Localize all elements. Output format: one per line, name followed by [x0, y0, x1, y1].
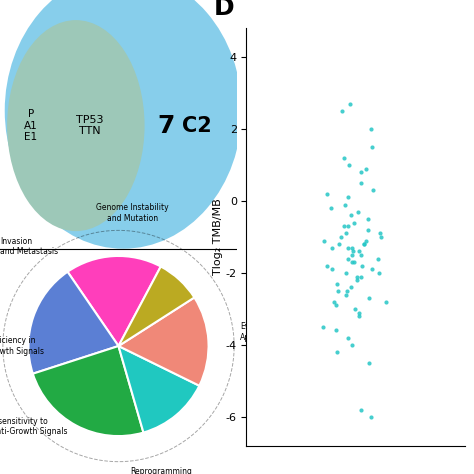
Point — [352, 305, 359, 313]
Point — [344, 194, 352, 201]
Point — [369, 186, 376, 194]
Point — [358, 262, 365, 270]
Wedge shape — [33, 346, 144, 436]
Point — [355, 208, 362, 216]
Text: P
A1
E1: P A1 E1 — [24, 109, 38, 142]
Point — [362, 165, 369, 173]
Point — [346, 161, 353, 169]
Y-axis label: Tlog₂ TMB/MB: Tlog₂ TMB/MB — [213, 199, 223, 275]
Point — [319, 323, 327, 331]
Point — [367, 125, 374, 133]
Point — [334, 348, 341, 356]
Point — [347, 211, 355, 219]
Point — [362, 237, 370, 245]
Point — [357, 179, 365, 187]
Point — [355, 312, 363, 320]
Point — [355, 309, 363, 316]
Point — [338, 107, 346, 115]
Point — [342, 291, 349, 298]
Point — [382, 298, 390, 306]
Text: TP53
TTN: TP53 TTN — [76, 115, 104, 137]
Point — [365, 294, 373, 302]
Point — [364, 215, 371, 223]
Point — [348, 258, 356, 266]
Point — [328, 244, 336, 252]
Point — [349, 341, 356, 349]
Point — [357, 273, 365, 280]
Point — [344, 255, 352, 263]
Ellipse shape — [7, 20, 145, 231]
Text: 7: 7 — [157, 114, 174, 137]
Point — [332, 301, 339, 309]
Point — [357, 251, 365, 259]
Point — [323, 190, 330, 198]
Point — [320, 237, 328, 245]
Text: Reprogramming
Energy Metabolism: Reprogramming Energy Metabolism — [124, 467, 198, 474]
Point — [365, 359, 373, 367]
Point — [337, 233, 345, 241]
Point — [356, 247, 363, 255]
Point — [346, 100, 354, 108]
Point — [377, 233, 385, 241]
Point — [328, 204, 335, 212]
Point — [368, 413, 375, 420]
Point — [353, 276, 360, 284]
Point — [347, 283, 355, 291]
Point — [369, 143, 376, 151]
Point — [341, 201, 349, 209]
Point — [377, 229, 384, 237]
Text: Deficiency in
Growth Signals: Deficiency in Growth Signals — [0, 337, 44, 356]
Point — [342, 269, 349, 277]
Wedge shape — [28, 272, 118, 374]
Wedge shape — [118, 346, 200, 433]
Text: Insensitivity to
Anti-Growth Signals: Insensitivity to Anti-Growth Signals — [0, 417, 67, 436]
Point — [333, 280, 340, 288]
Point — [348, 251, 356, 259]
Point — [349, 247, 357, 255]
Wedge shape — [118, 298, 209, 386]
Point — [344, 222, 352, 230]
Point — [351, 258, 358, 266]
Point — [348, 244, 356, 252]
Point — [343, 287, 350, 295]
Text: Evading
Apoptosis: Evading Apoptosis — [240, 322, 277, 341]
Point — [361, 240, 368, 248]
Ellipse shape — [5, 0, 242, 249]
Point — [332, 327, 340, 334]
Point — [335, 240, 343, 248]
Point — [350, 219, 357, 227]
Point — [374, 255, 382, 263]
Point — [343, 229, 350, 237]
Point — [357, 168, 365, 176]
Point — [368, 265, 376, 273]
Text: Invasion
and Metastasis: Invasion and Metastasis — [0, 237, 58, 256]
Text: Genome Instability
and Mutation: Genome Instability and Mutation — [96, 203, 169, 223]
Point — [328, 265, 336, 273]
Point — [354, 273, 361, 280]
Point — [340, 222, 347, 230]
Point — [357, 406, 365, 413]
Wedge shape — [118, 266, 194, 346]
Point — [341, 154, 348, 162]
Text: D: D — [214, 0, 235, 20]
Wedge shape — [68, 256, 161, 346]
Point — [344, 244, 352, 252]
Point — [376, 269, 383, 277]
Point — [335, 287, 342, 295]
Point — [360, 240, 367, 248]
Point — [344, 334, 351, 341]
Text: C2: C2 — [182, 116, 211, 136]
Point — [364, 226, 372, 234]
Point — [330, 298, 337, 306]
Point — [323, 262, 331, 270]
